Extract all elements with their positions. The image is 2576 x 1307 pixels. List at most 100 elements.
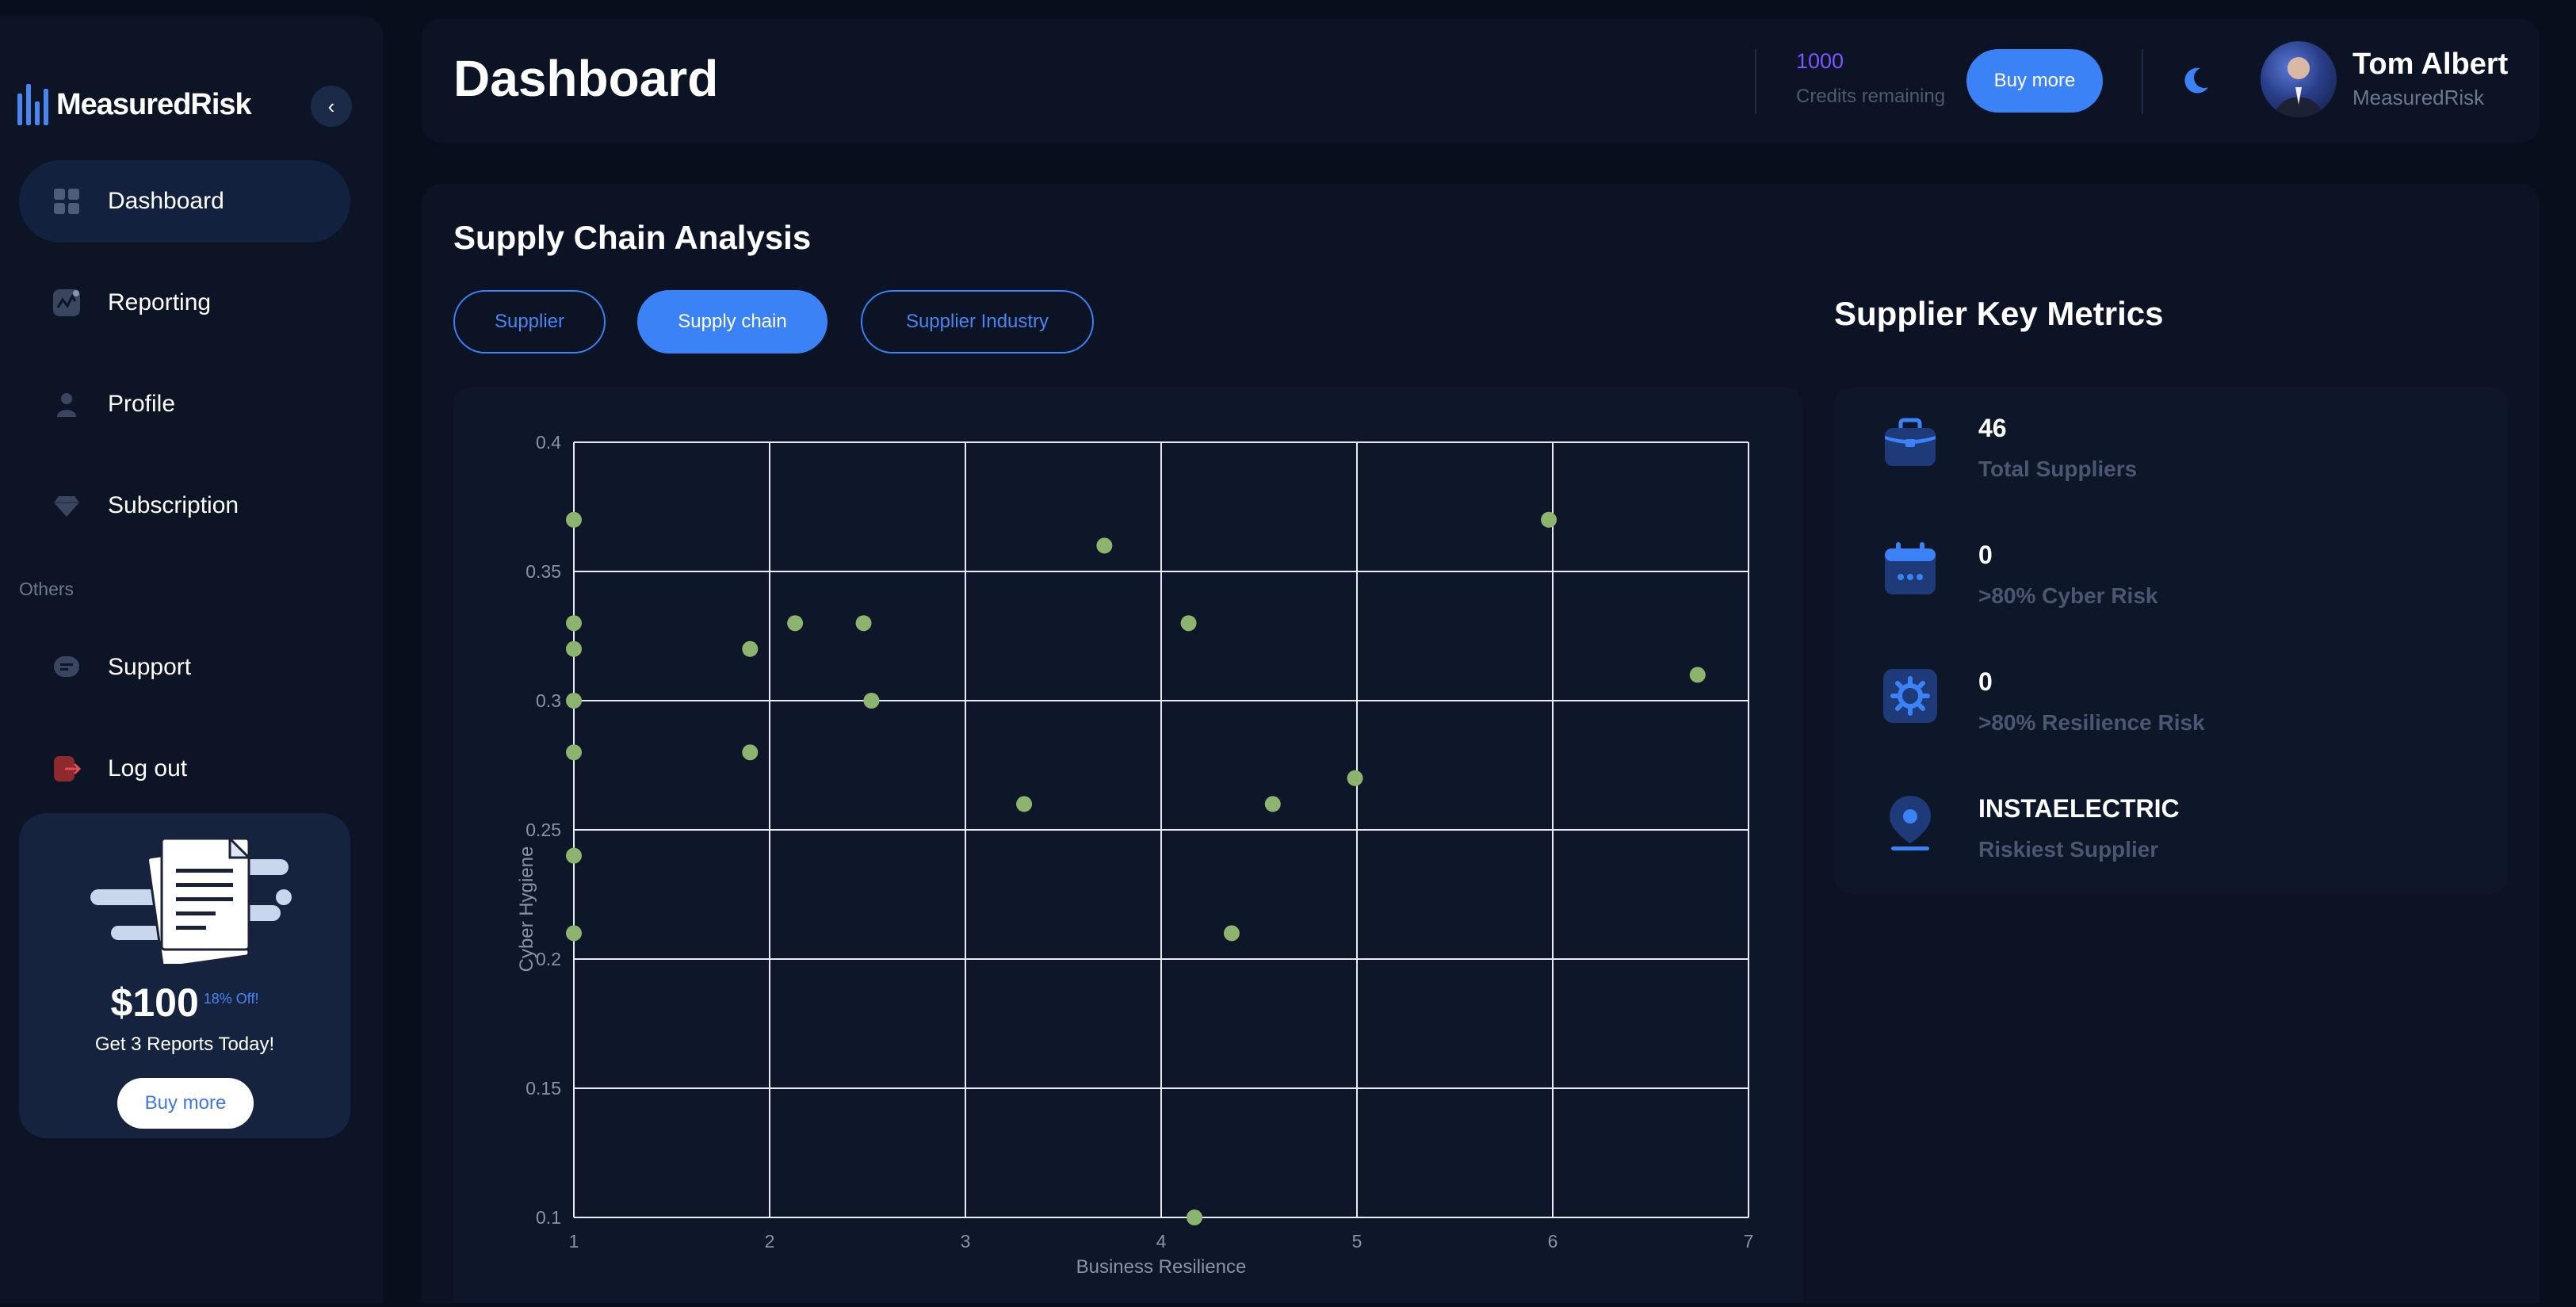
collapse-sidebar-button[interactable]: ‹ (311, 86, 352, 127)
page-title: Dashboard (453, 50, 719, 107)
brand-name: MeasuredRisk (56, 87, 252, 121)
data-point (742, 640, 759, 657)
tab-supply-chain[interactable]: Supply chain (637, 290, 827, 354)
data-point (1264, 796, 1281, 812)
document-illustration (90, 835, 292, 964)
y-tick-label: 0.1 (536, 1207, 561, 1228)
sidebar-item-label: Support (108, 654, 192, 680)
y-tick-label: 0.3 (536, 690, 561, 711)
sidebar-item-label: Profile (108, 391, 176, 417)
chart-line-icon (52, 289, 81, 317)
metric-label: Riskiest Supplier (1978, 837, 2159, 862)
sidebar-item-label: Dashboard (108, 188, 224, 214)
sidebar-item-label: Log out (108, 755, 188, 782)
metrics-title: Supplier Key Metrics (1834, 295, 2164, 332)
data-point (566, 744, 582, 761)
chevron-left-icon: ‹ (327, 94, 335, 118)
chat-icon (52, 653, 81, 682)
data-point (787, 615, 804, 632)
x-axis-label: Business Resilience (1076, 1256, 1247, 1278)
calendar-icon (1885, 542, 1936, 594)
x-tick-label: 2 (765, 1231, 775, 1252)
location-pin-icon (1890, 796, 1931, 850)
y-tick-label: 0.25 (526, 820, 561, 840)
scatter-chart-card: 1 2 3 4 5 6 7 0.1 0.15 0.2 0.25 0.3 0.35 0.4 Business … (453, 387, 1802, 1303)
data-point (1016, 796, 1033, 812)
data-point (1096, 537, 1113, 554)
y-tick-label: 0.2 (536, 949, 561, 969)
promo-discount: 18% Off! (203, 991, 259, 1007)
avatar[interactable] (2261, 41, 2337, 117)
metric-label: Total Suppliers (1978, 457, 2138, 481)
data-point (566, 693, 582, 709)
data-point (1223, 925, 1240, 942)
data-point (863, 693, 880, 709)
diamond-icon (52, 491, 81, 520)
y-axis-label: Cyber Hygiene (516, 846, 537, 973)
data-point (1689, 667, 1706, 683)
dark-mode-toggle-icon[interactable] (2180, 65, 2211, 97)
metric-value: 0 (1978, 541, 1993, 569)
grid-icon (52, 187, 81, 216)
gear-icon (1883, 669, 1937, 723)
x-tick-label: 3 (961, 1231, 971, 1252)
brand-logo[interactable]: MeasuredRisk (17, 68, 252, 141)
sidebar-item-label: Reporting (108, 289, 212, 315)
sidebar-item-label: Subscription (108, 492, 239, 518)
x-tick-label: 7 (1744, 1231, 1754, 1252)
user-organization: MeasuredRisk (2352, 86, 2485, 109)
metric-label: >80% Cyber Risk (1978, 583, 2158, 608)
metrics-card: 46 Total Suppliers 0 >80% Cyber Risk (1834, 387, 2508, 894)
data-point (742, 744, 759, 761)
data-point (566, 640, 582, 657)
y-tick-label: 0.4 (536, 432, 561, 453)
user-name: Tom Albert (2352, 48, 2509, 81)
x-tick-label: 4 (1156, 1231, 1167, 1252)
scatter-chart: 1 2 3 4 5 6 7 0.1 0.15 0.2 0.25 0.3 0.35 0.4 Business … (516, 432, 1754, 1278)
promo-price: $100 (110, 980, 199, 1025)
section-title: Supply Chain Analysis (453, 219, 812, 256)
tab-supplier[interactable]: Supplier (453, 290, 606, 354)
sidebar-item-subscription[interactable]: Subscription (19, 464, 350, 547)
user-icon (52, 390, 81, 418)
data-point (1347, 770, 1363, 786)
metric-riskiest-supplier: INSTAELECTRIC Riskiest Supplier (1834, 774, 2508, 877)
y-tick-label: 0.15 (526, 1078, 561, 1099)
header-divider (1755, 49, 1756, 114)
metric-resilience-risk: 0 >80% Resilience Risk (1834, 647, 2508, 750)
data-point (1180, 615, 1197, 632)
sidebar-item-logout[interactable]: Log out (19, 728, 350, 810)
data-point (1186, 1210, 1202, 1225)
x-tick-label: 6 (1548, 1231, 1558, 1252)
metric-cyber-risk: 0 >80% Cyber Risk (1834, 520, 2508, 623)
x-tick-label: 5 (1352, 1231, 1363, 1252)
y-tick-label: 0.35 (526, 561, 561, 582)
buy-credits-button[interactable]: Buy more (1966, 49, 2103, 113)
header-divider (2142, 49, 2143, 114)
data-point (566, 847, 582, 864)
data-point (855, 615, 872, 632)
metric-total-suppliers: 46 Total Suppliers (1834, 393, 2508, 496)
data-point (566, 925, 582, 942)
promo-card: $100 18% Off! Get 3 Reports Today! Buy mo… (19, 813, 350, 1138)
sidebar-item-support[interactable]: Support (19, 626, 350, 709)
metric-value: INSTAELECTRIC (1978, 794, 2180, 823)
sidebar: MeasuredRisk ‹ Dashboard Reporting Profi… (0, 16, 384, 1303)
sidebar-item-dashboard[interactable]: Dashboard (19, 160, 350, 243)
data-point (1541, 511, 1557, 528)
metric-value: 0 (1978, 667, 1993, 696)
x-tick-label: 1 (569, 1231, 579, 1252)
promo-text: Get 3 Reports Today! (94, 1034, 275, 1055)
tab-supplier-industry[interactable]: Supplier Industry (861, 290, 1094, 354)
promo-buy-button[interactable]: Buy more (117, 1078, 254, 1129)
data-point (566, 511, 582, 528)
credits-count: 1000 (1796, 49, 1844, 73)
metric-value: 46 (1978, 414, 2007, 442)
data-point (566, 615, 582, 632)
logout-icon (52, 755, 81, 783)
main-panel: Supply Chain Analysis Supplier Supply ch… (422, 184, 2540, 1303)
sidebar-item-profile[interactable]: Profile (19, 363, 350, 445)
sidebar-item-reporting[interactable]: Reporting (19, 262, 350, 344)
logo-icon (17, 84, 48, 125)
briefcase-icon (1885, 418, 1936, 466)
